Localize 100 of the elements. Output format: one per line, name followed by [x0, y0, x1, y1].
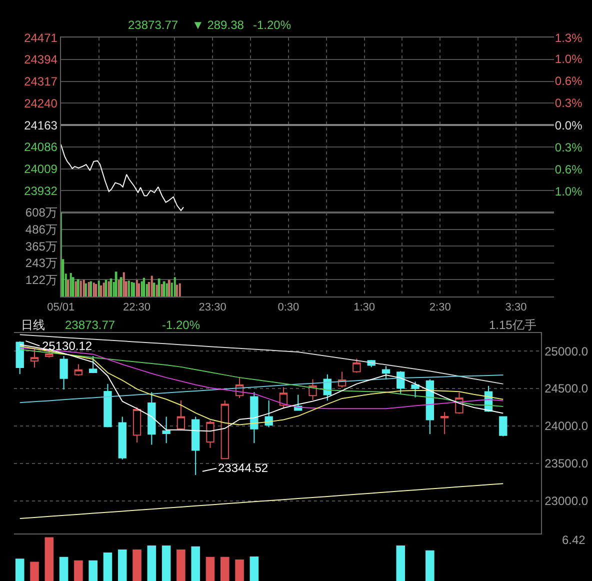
bar [108, 281, 110, 296]
bar [162, 546, 171, 581]
x-tick-label: 22:30 [122, 302, 150, 314]
candlestick [250, 392, 258, 444]
y-tick-label: 23932 [24, 184, 58, 198]
bar [122, 272, 125, 296]
bar [128, 280, 130, 296]
x-tick-label: 0:30 [278, 302, 300, 314]
annotation: 25130.12 [42, 339, 92, 353]
candlestick [352, 358, 361, 374]
text: 6.42 [562, 533, 586, 547]
bar [166, 283, 168, 296]
bar [178, 283, 181, 296]
y-tick-label: 24317 [24, 74, 58, 89]
y-tick-label: 23500.0 [544, 456, 588, 471]
bar [426, 550, 434, 581]
candlestick [74, 364, 83, 376]
x-tick-label: 1:30 [354, 302, 375, 314]
y-tick-label: 243万 [25, 256, 58, 270]
x-tick-label: 2:30 [429, 302, 451, 314]
bar [88, 560, 98, 581]
candlestick [60, 356, 68, 390]
text: 日线 [21, 318, 45, 332]
bar [120, 277, 122, 296]
bar [160, 284, 163, 296]
candlestick [440, 412, 449, 435]
bar [118, 280, 120, 296]
bar [174, 277, 176, 296]
x-tick-label: 05/01 [47, 302, 75, 314]
bar [250, 556, 259, 581]
bar [235, 560, 244, 581]
line-series [19, 374, 504, 404]
bar [102, 282, 105, 296]
candlestick [148, 392, 156, 446]
bar [114, 272, 118, 296]
y-tick-label: 23000.0 [544, 494, 588, 508]
bar [156, 284, 158, 296]
x-tick-label: 23:30 [198, 302, 226, 314]
bar [82, 280, 85, 296]
bar [191, 546, 200, 581]
bar [44, 537, 54, 581]
y-tick-label: 24240 [24, 96, 58, 110]
bar [84, 283, 87, 296]
line-series [19, 334, 504, 384]
y2-tick-label: 0.3% [554, 96, 583, 110]
candlestick [192, 416, 200, 476]
y-tick-label: 24086 [24, 140, 58, 154]
y-tick-label: 24009 [24, 162, 58, 176]
bar [130, 282, 133, 296]
y2-tick-label: 0.6% [554, 74, 583, 88]
line-series [19, 483, 504, 520]
y-tick-label: 24000.0 [544, 419, 588, 434]
bar [92, 282, 95, 296]
x-tick-label: 3:30 [505, 302, 527, 314]
text: 23873.77 [128, 18, 178, 32]
bar [70, 272, 72, 296]
candlestick [118, 416, 126, 460]
text: 1.15亿手 [489, 318, 536, 332]
text: 23873.77 [65, 318, 116, 332]
bar [142, 278, 146, 296]
text: -1.20% [253, 18, 292, 32]
bar [74, 560, 83, 581]
y2-tick-label: 1.0% [554, 52, 583, 66]
bar [118, 549, 127, 581]
candlestick [176, 400, 186, 432]
candlestick [279, 386, 288, 410]
candlestick [499, 416, 508, 437]
bar [220, 556, 230, 581]
y2-tick-label: 0.0% [554, 118, 583, 132]
bar [59, 556, 68, 581]
y2-tick-label: 0.6% [554, 162, 583, 176]
bar [396, 546, 406, 581]
y-tick-label: 24500.0 [544, 382, 588, 396]
bar [98, 280, 100, 296]
candlestick [206, 420, 214, 448]
bar [162, 281, 166, 296]
bar [168, 280, 170, 296]
bar [147, 546, 156, 581]
bar [15, 558, 24, 581]
candlestick [30, 348, 39, 368]
candlestick [16, 340, 24, 375]
bar [138, 283, 140, 296]
bar [72, 277, 74, 296]
candlestick [162, 416, 170, 444]
annotation: 23344.52 [218, 461, 268, 475]
y2-tick-label: 0.3% [554, 140, 583, 154]
candlestick [411, 381, 420, 398]
bar [136, 280, 138, 296]
bar [80, 280, 82, 296]
text: ▼ 289.38 [192, 18, 244, 32]
bar [132, 282, 135, 296]
bar [206, 556, 215, 581]
bar [94, 284, 98, 296]
candlestick [89, 356, 98, 374]
bar [103, 552, 112, 581]
candlestick [132, 406, 142, 443]
bar [132, 549, 142, 581]
bar [100, 285, 102, 296]
bar [74, 281, 77, 296]
y-tick-label: 24471 [24, 30, 58, 45]
